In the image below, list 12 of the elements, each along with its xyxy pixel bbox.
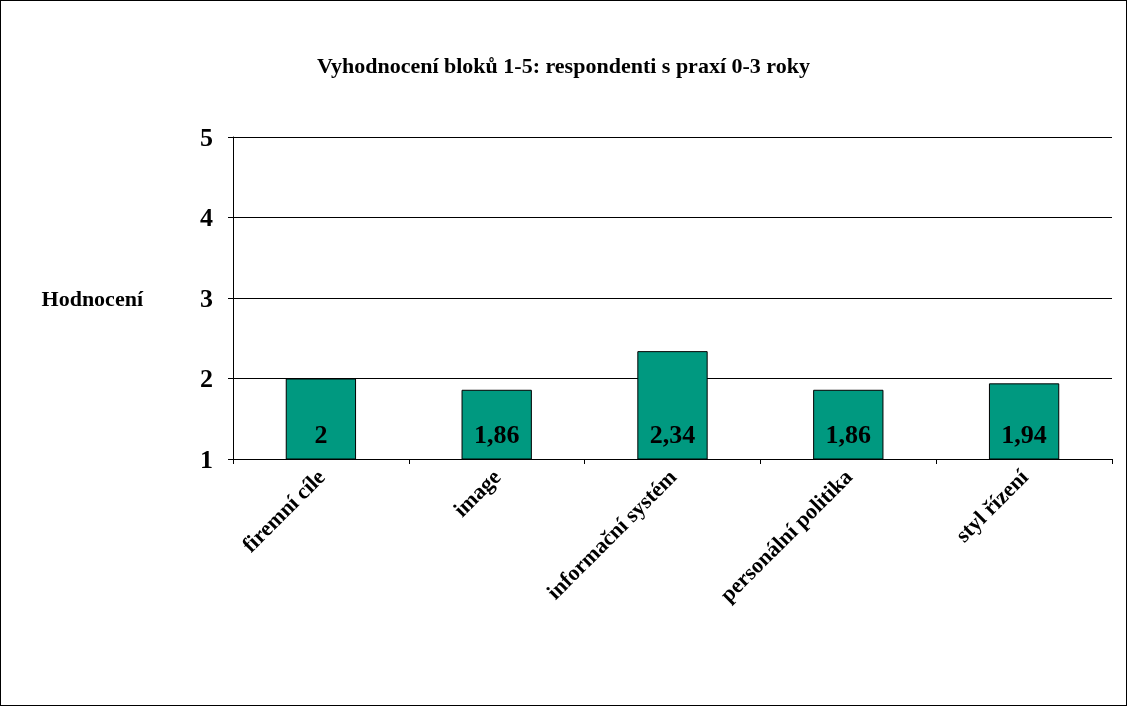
y-tick-label: 3 — [200, 283, 213, 313]
chart-title: Vyhodnocení bloků 1-5: respondenti s praxí 0-3 roky — [317, 52, 810, 78]
data-label: 1,94 — [1001, 420, 1047, 449]
data-label: 2,34 — [649, 420, 696, 449]
y-axis-title: Hodnocení — [41, 285, 144, 311]
data-label: 1,86 — [473, 420, 520, 449]
y-tick-label: 2 — [200, 364, 213, 393]
data-label: 1,86 — [825, 420, 872, 449]
y-tick-label: 1 — [200, 444, 213, 474]
data-label: 2 — [314, 420, 328, 449]
y-tick-label: 5 — [200, 122, 213, 152]
y-tick-label: 4 — [200, 203, 213, 232]
